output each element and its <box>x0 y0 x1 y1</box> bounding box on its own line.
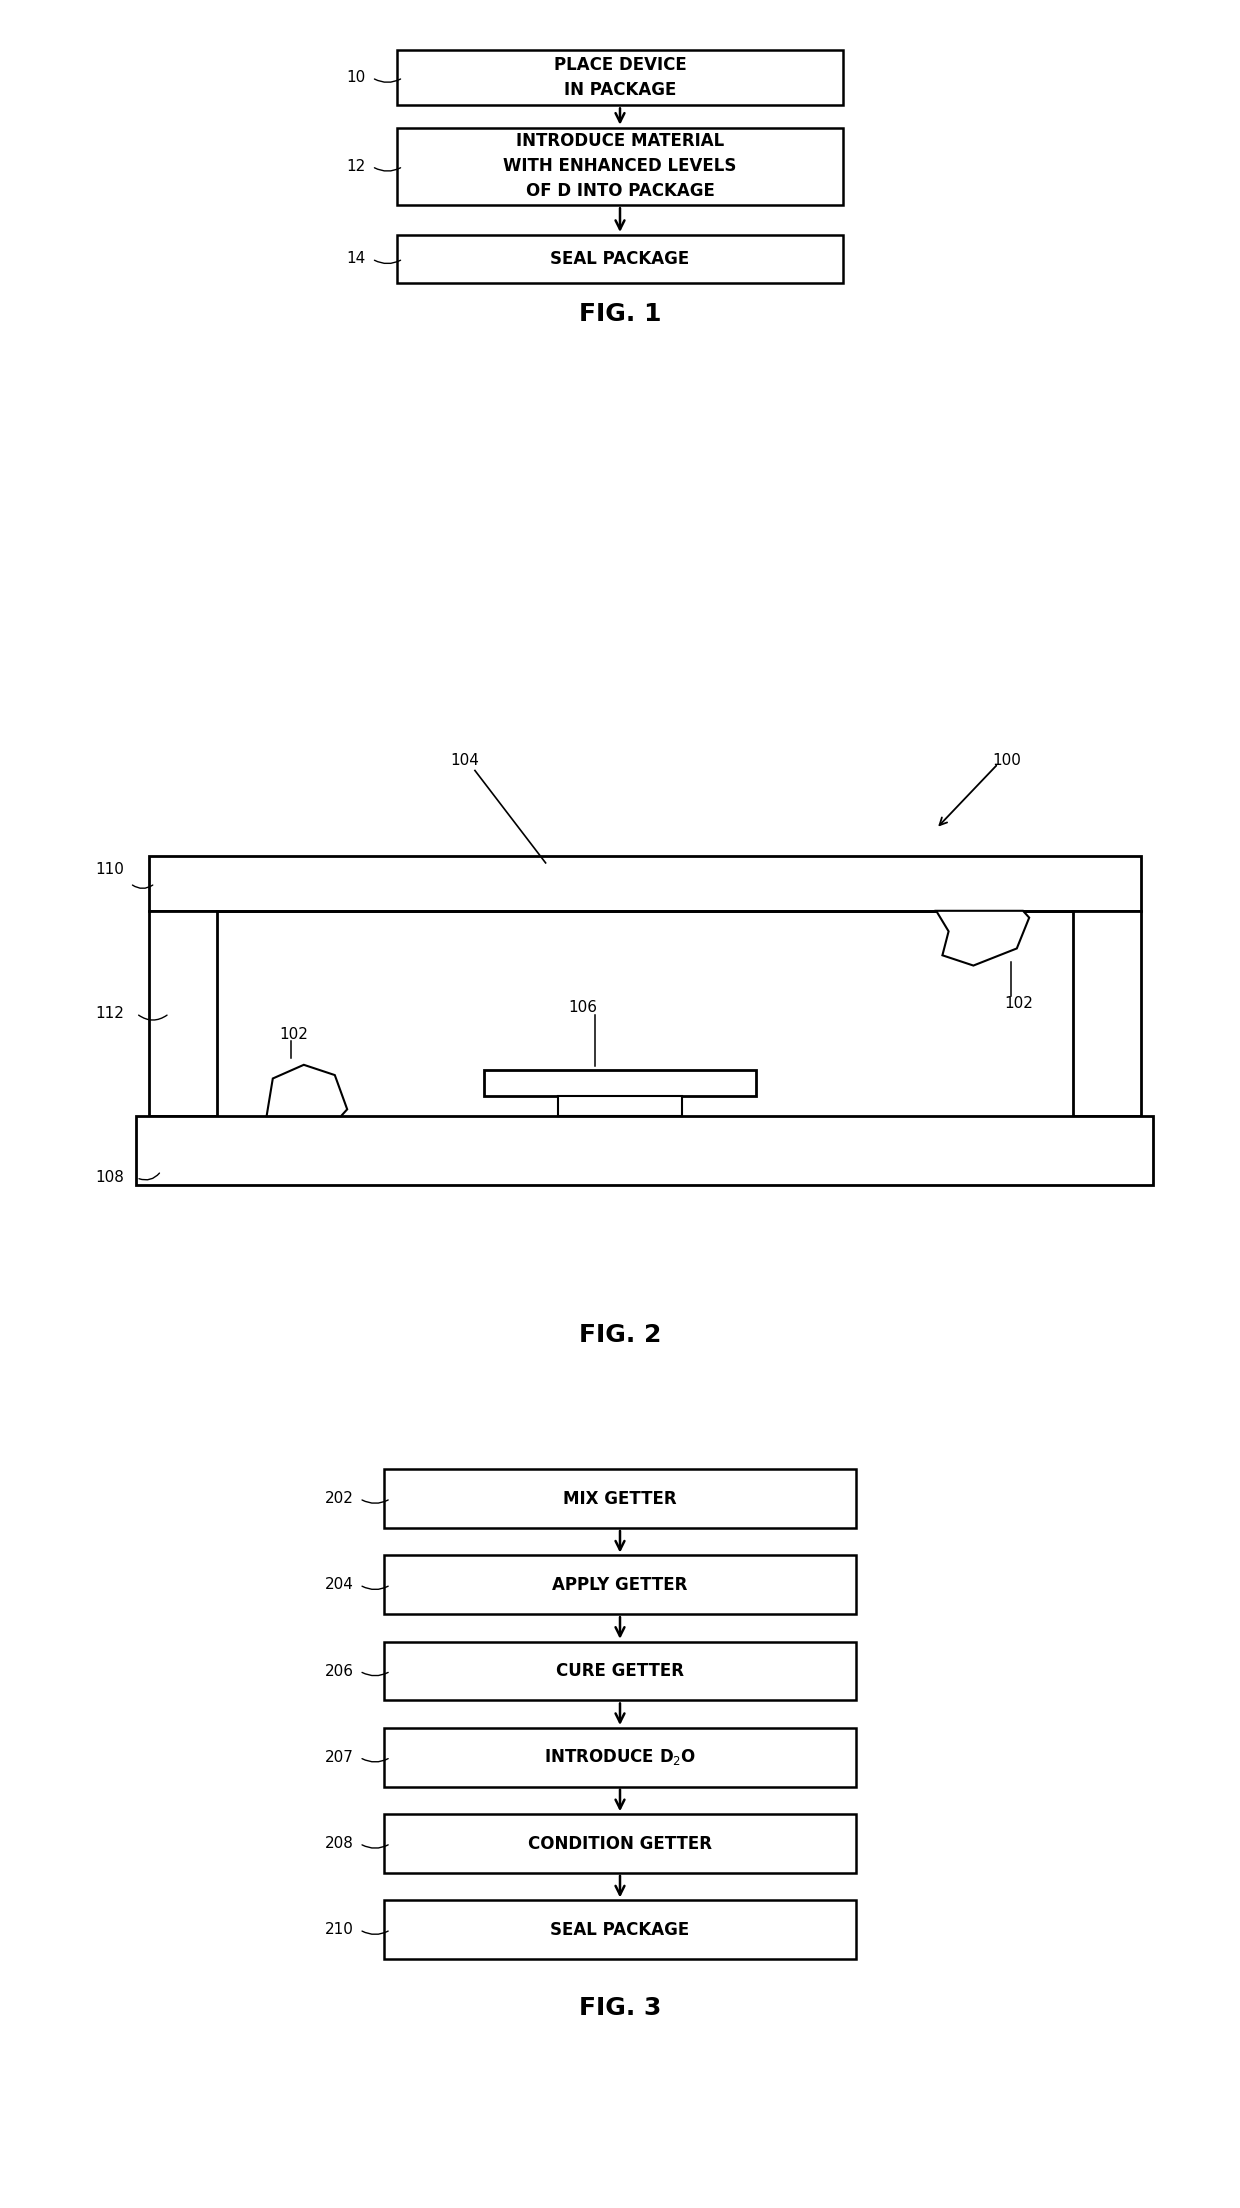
Text: CURE GETTER: CURE GETTER <box>556 1663 684 1680</box>
Text: 106: 106 <box>568 1000 598 1016</box>
Text: SEAL PACKAGE: SEAL PACKAGE <box>551 250 689 267</box>
Bar <box>558 1095 682 1117</box>
Text: PLACE DEVICE
IN PACKAGE: PLACE DEVICE IN PACKAGE <box>553 55 687 99</box>
Bar <box>149 910 217 1117</box>
Text: 207: 207 <box>325 1749 353 1764</box>
Text: FIG. 2: FIG. 2 <box>579 1323 661 1347</box>
Text: 204: 204 <box>325 1577 353 1592</box>
Text: 100: 100 <box>992 753 1021 768</box>
Text: 110: 110 <box>95 863 124 877</box>
Text: 208: 208 <box>325 1837 353 1850</box>
Bar <box>384 1901 856 1958</box>
Text: 112: 112 <box>95 1007 124 1020</box>
Text: 206: 206 <box>325 1663 353 1678</box>
Text: INTRODUCE MATERIAL
WITH ENHANCED LEVELS
OF D INTO PACKAGE: INTRODUCE MATERIAL WITH ENHANCED LEVELS … <box>503 132 737 201</box>
Bar <box>136 1117 1153 1183</box>
Bar <box>397 128 843 205</box>
Text: SEAL PACKAGE: SEAL PACKAGE <box>551 1921 689 1939</box>
Bar <box>384 1643 856 1700</box>
Bar <box>1073 910 1141 1117</box>
Bar <box>384 1554 856 1614</box>
Text: 102: 102 <box>279 1027 308 1042</box>
Bar <box>397 234 843 283</box>
Text: 202: 202 <box>325 1490 353 1506</box>
Text: 102: 102 <box>1004 996 1033 1011</box>
Text: FIG. 3: FIG. 3 <box>579 1996 661 2020</box>
Bar <box>384 1729 856 1786</box>
Bar <box>149 857 1141 910</box>
Polygon shape <box>267 1064 347 1117</box>
Text: 108: 108 <box>95 1170 124 1186</box>
Text: 12: 12 <box>346 159 366 174</box>
Text: 10: 10 <box>346 71 366 86</box>
Text: 104: 104 <box>450 753 480 768</box>
Polygon shape <box>936 910 1029 965</box>
Text: 210: 210 <box>325 1923 353 1936</box>
Bar <box>484 1069 756 1095</box>
Text: INTRODUCE D$_2$O: INTRODUCE D$_2$O <box>544 1747 696 1766</box>
Bar <box>384 1815 856 1872</box>
Text: CONDITION GETTER: CONDITION GETTER <box>528 1835 712 1853</box>
Text: FIG. 1: FIG. 1 <box>579 302 661 327</box>
Text: 14: 14 <box>346 252 366 267</box>
Bar <box>384 1468 856 1528</box>
Bar <box>397 51 843 106</box>
Text: MIX GETTER: MIX GETTER <box>563 1490 677 1508</box>
Text: APPLY GETTER: APPLY GETTER <box>552 1577 688 1594</box>
